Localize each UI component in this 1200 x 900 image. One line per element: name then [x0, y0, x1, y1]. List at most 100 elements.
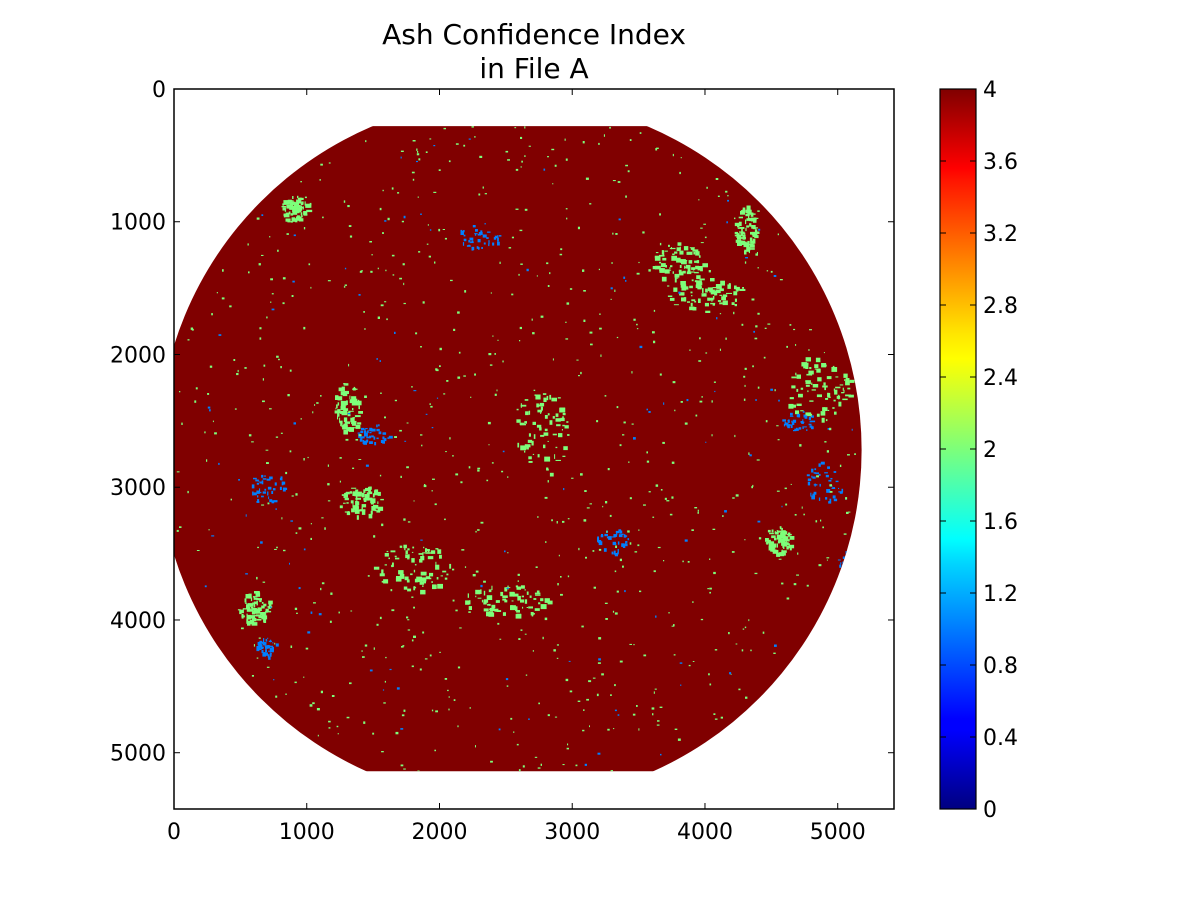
region-8-pixel: [751, 231, 758, 236]
scatter-pixel: [294, 681, 297, 684]
region-18-pixel: [846, 555, 848, 559]
region-10-pixel: [268, 600, 273, 605]
region-4-pixel: [489, 611, 493, 616]
scatter-pixel: [552, 183, 554, 185]
scatter-pixel: [773, 275, 777, 277]
scatter-pixel: [457, 376, 461, 379]
scatter-pixel: [629, 497, 632, 500]
scatter-pixel: [629, 542, 632, 545]
region-11-pixel: [782, 543, 785, 548]
scatter-pixel: [580, 371, 582, 375]
scatter-pixel: [515, 168, 519, 171]
scatter-pixel: [562, 424, 565, 427]
scatter-pixel: [741, 649, 744, 652]
region-13-pixel: [841, 488, 844, 493]
scatter-pixel: [700, 242, 704, 244]
region-11-pixel: [768, 541, 775, 544]
region-12-pixel: [368, 513, 373, 519]
region-11-pixel: [774, 532, 779, 535]
region-6-pixel: [351, 402, 357, 406]
scatter-pixel: [854, 453, 856, 455]
region-3-pixel: [796, 374, 801, 379]
scatter-pixel: [338, 611, 340, 614]
region-0-pixel: [567, 434, 570, 436]
region-12-pixel: [361, 510, 366, 515]
region-5-pixel: [399, 545, 403, 548]
region-3-pixel: [825, 419, 828, 422]
scatter-pixel: [625, 164, 628, 167]
region-7-pixel: [871, 316, 873, 319]
region-14-pixel: [282, 481, 286, 485]
scatter-pixel: [545, 541, 547, 543]
scatter-pixel: [554, 716, 558, 718]
scatter-pixel: [729, 672, 732, 675]
region-1-pixel: [707, 297, 711, 301]
region-4-pixel: [534, 608, 540, 611]
region-18-pixel: [863, 558, 867, 560]
region-18-pixel: [864, 561, 866, 564]
scatter-pixel: [612, 180, 616, 182]
scatter-pixel: [396, 687, 400, 690]
scatter-pixel: [652, 713, 654, 716]
scatter-pixel: [773, 652, 776, 654]
scatter-pixel: [444, 518, 446, 521]
region-6-pixel: [350, 417, 355, 423]
scatter-pixel: [383, 702, 386, 704]
scatter-pixel: [516, 790, 517, 792]
region-4-pixel: [486, 611, 490, 617]
scatter-pixel: [421, 444, 423, 447]
region-19-pixel: [269, 645, 274, 648]
region-4-pixel: [486, 595, 493, 600]
region-1-pixel: [736, 290, 739, 292]
scatter-pixel: [429, 229, 432, 231]
region-16-pixel: [624, 535, 628, 537]
scatter-pixel: [565, 158, 568, 161]
region-8-pixel: [750, 212, 754, 217]
region-20-pixel: [802, 419, 804, 422]
region-12-pixel: [341, 494, 344, 496]
region-0-pixel: [525, 411, 529, 416]
scatter-pixel: [355, 439, 359, 441]
region-6-pixel: [344, 408, 349, 411]
region-1-pixel: [673, 304, 679, 306]
region-11-pixel: [770, 548, 774, 552]
region-10-pixel: [257, 607, 262, 611]
scatter-pixel: [777, 233, 779, 236]
region-1-pixel: [705, 288, 708, 293]
region-0-pixel: [540, 434, 545, 437]
region-6-pixel: [343, 383, 346, 385]
region-6-pixel: [340, 405, 346, 410]
scatter-pixel: [543, 168, 546, 171]
region-12-pixel: [370, 502, 374, 505]
scatter-pixel: [642, 231, 645, 234]
region-3-pixel: [826, 376, 832, 380]
region-5-pixel: [440, 575, 443, 577]
scatter-pixel: [604, 602, 608, 604]
region-16-pixel: [597, 540, 602, 543]
scatter-pixel: [469, 707, 471, 709]
scatter-pixel: [709, 587, 712, 590]
region-4-pixel: [475, 589, 481, 595]
scatter-pixel: [404, 440, 407, 442]
region-12-pixel: [346, 502, 349, 504]
scatter-pixel: [845, 497, 848, 500]
scatter-pixel: [657, 720, 660, 722]
region-17-pixel: [366, 439, 369, 443]
scatter-pixel: [295, 532, 298, 534]
region-8-pixel: [748, 217, 751, 222]
scatter-pixel: [510, 605, 513, 607]
region-2-pixel: [693, 251, 696, 255]
scatter-pixel: [511, 293, 514, 296]
scatter-pixel: [846, 511, 849, 514]
scatter-pixel: [221, 297, 225, 300]
scatter-pixel: [614, 709, 617, 712]
region-10-pixel: [249, 609, 254, 612]
region-12-pixel: [344, 492, 348, 495]
scatter-pixel: [569, 288, 573, 290]
colorbar-tick-label: 2: [983, 438, 997, 463]
region-2-pixel: [679, 246, 681, 250]
region-2-pixel: [687, 268, 691, 272]
region-10-pixel: [268, 607, 272, 609]
scatter-pixel: [439, 365, 441, 367]
scatter-pixel: [417, 151, 419, 153]
